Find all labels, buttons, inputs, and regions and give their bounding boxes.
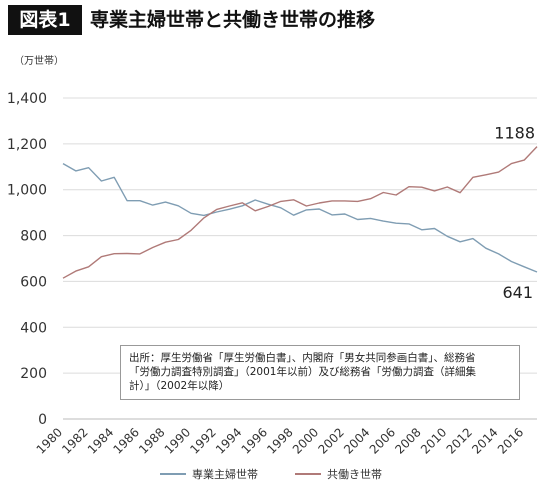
x-tick-label: 2014: [469, 425, 500, 456]
y-tick-label: 200: [20, 366, 47, 382]
end-value-label: 1188: [494, 124, 535, 143]
header: 図表1 専業主婦世帯と共働き世帯の推移: [0, 0, 550, 40]
end-value-labels: 1188 641: [494, 124, 535, 302]
y-tick-label: 400: [20, 320, 47, 336]
x-tick-label: 1998: [264, 425, 295, 456]
x-tick-label: 2012: [444, 425, 475, 456]
x-tick-labels: 1980198219841986198819901992199419961998…: [34, 425, 527, 456]
legend-label: 共働き世帯: [327, 468, 382, 481]
x-tick-label: 1988: [136, 425, 167, 456]
figure-badge: 図表1: [8, 5, 82, 35]
x-tick-label: 1994: [213, 425, 244, 456]
x-tick-label: 1992: [187, 425, 218, 456]
x-tick-label: 2008: [392, 425, 423, 456]
y-tick-label: 1,200: [7, 137, 47, 153]
source-note-line: 「労働力調査特別調査」（2001年以前）及び総務省「労働力調査（詳細集: [129, 366, 476, 378]
legend: 専業主婦世帯 共働き世帯: [160, 467, 382, 481]
chart-title: 専業主婦世帯と共働き世帯の推移: [90, 9, 376, 31]
x-tick-label: 1984: [85, 425, 116, 456]
y-tick-labels: 0 200 400 600 800 1,000 1,200 1,400: [7, 91, 47, 428]
series-line-1: [62, 162, 538, 273]
series-lines: [62, 146, 538, 279]
source-note: 出所：厚生労働省「厚生労働白書」、内閣府「男女共同参画白書」、総務省 「労働力調…: [120, 345, 520, 400]
x-tick-label: 2016: [495, 425, 526, 456]
x-tick-label: 1982: [59, 425, 90, 456]
y-tick-label: 0: [38, 412, 47, 428]
x-tick-label: 1990: [162, 425, 193, 456]
series-line-2: [62, 146, 538, 279]
grid-lines: [63, 97, 537, 420]
x-tick-label: 2010: [418, 425, 449, 456]
x-tick-label: 2000: [290, 425, 321, 456]
y-tick-label: 600: [20, 274, 47, 290]
end-value-label: 641: [502, 283, 533, 302]
y-tick-label: 1,400: [7, 91, 47, 107]
x-tick-label: 1980: [34, 425, 65, 456]
y-axis-unit-label: （万世帯）: [14, 54, 64, 67]
source-note-line: 出所：厚生労働省「厚生労働白書」、内閣府「男女共同参画白書」、総務省: [129, 352, 476, 364]
x-tick-label: 2004: [341, 425, 372, 456]
y-tick-label: 1,000: [7, 183, 47, 199]
source-note-line: 計）」（2002年以降）: [129, 380, 230, 392]
x-tick-label: 2006: [367, 425, 398, 456]
legend-label: 専業主婦世帯: [192, 467, 258, 481]
x-tick-label: 2002: [315, 425, 346, 456]
x-tick-label: 1996: [239, 425, 270, 456]
y-tick-label: 800: [20, 229, 47, 245]
x-tick-label: 1986: [110, 425, 141, 456]
